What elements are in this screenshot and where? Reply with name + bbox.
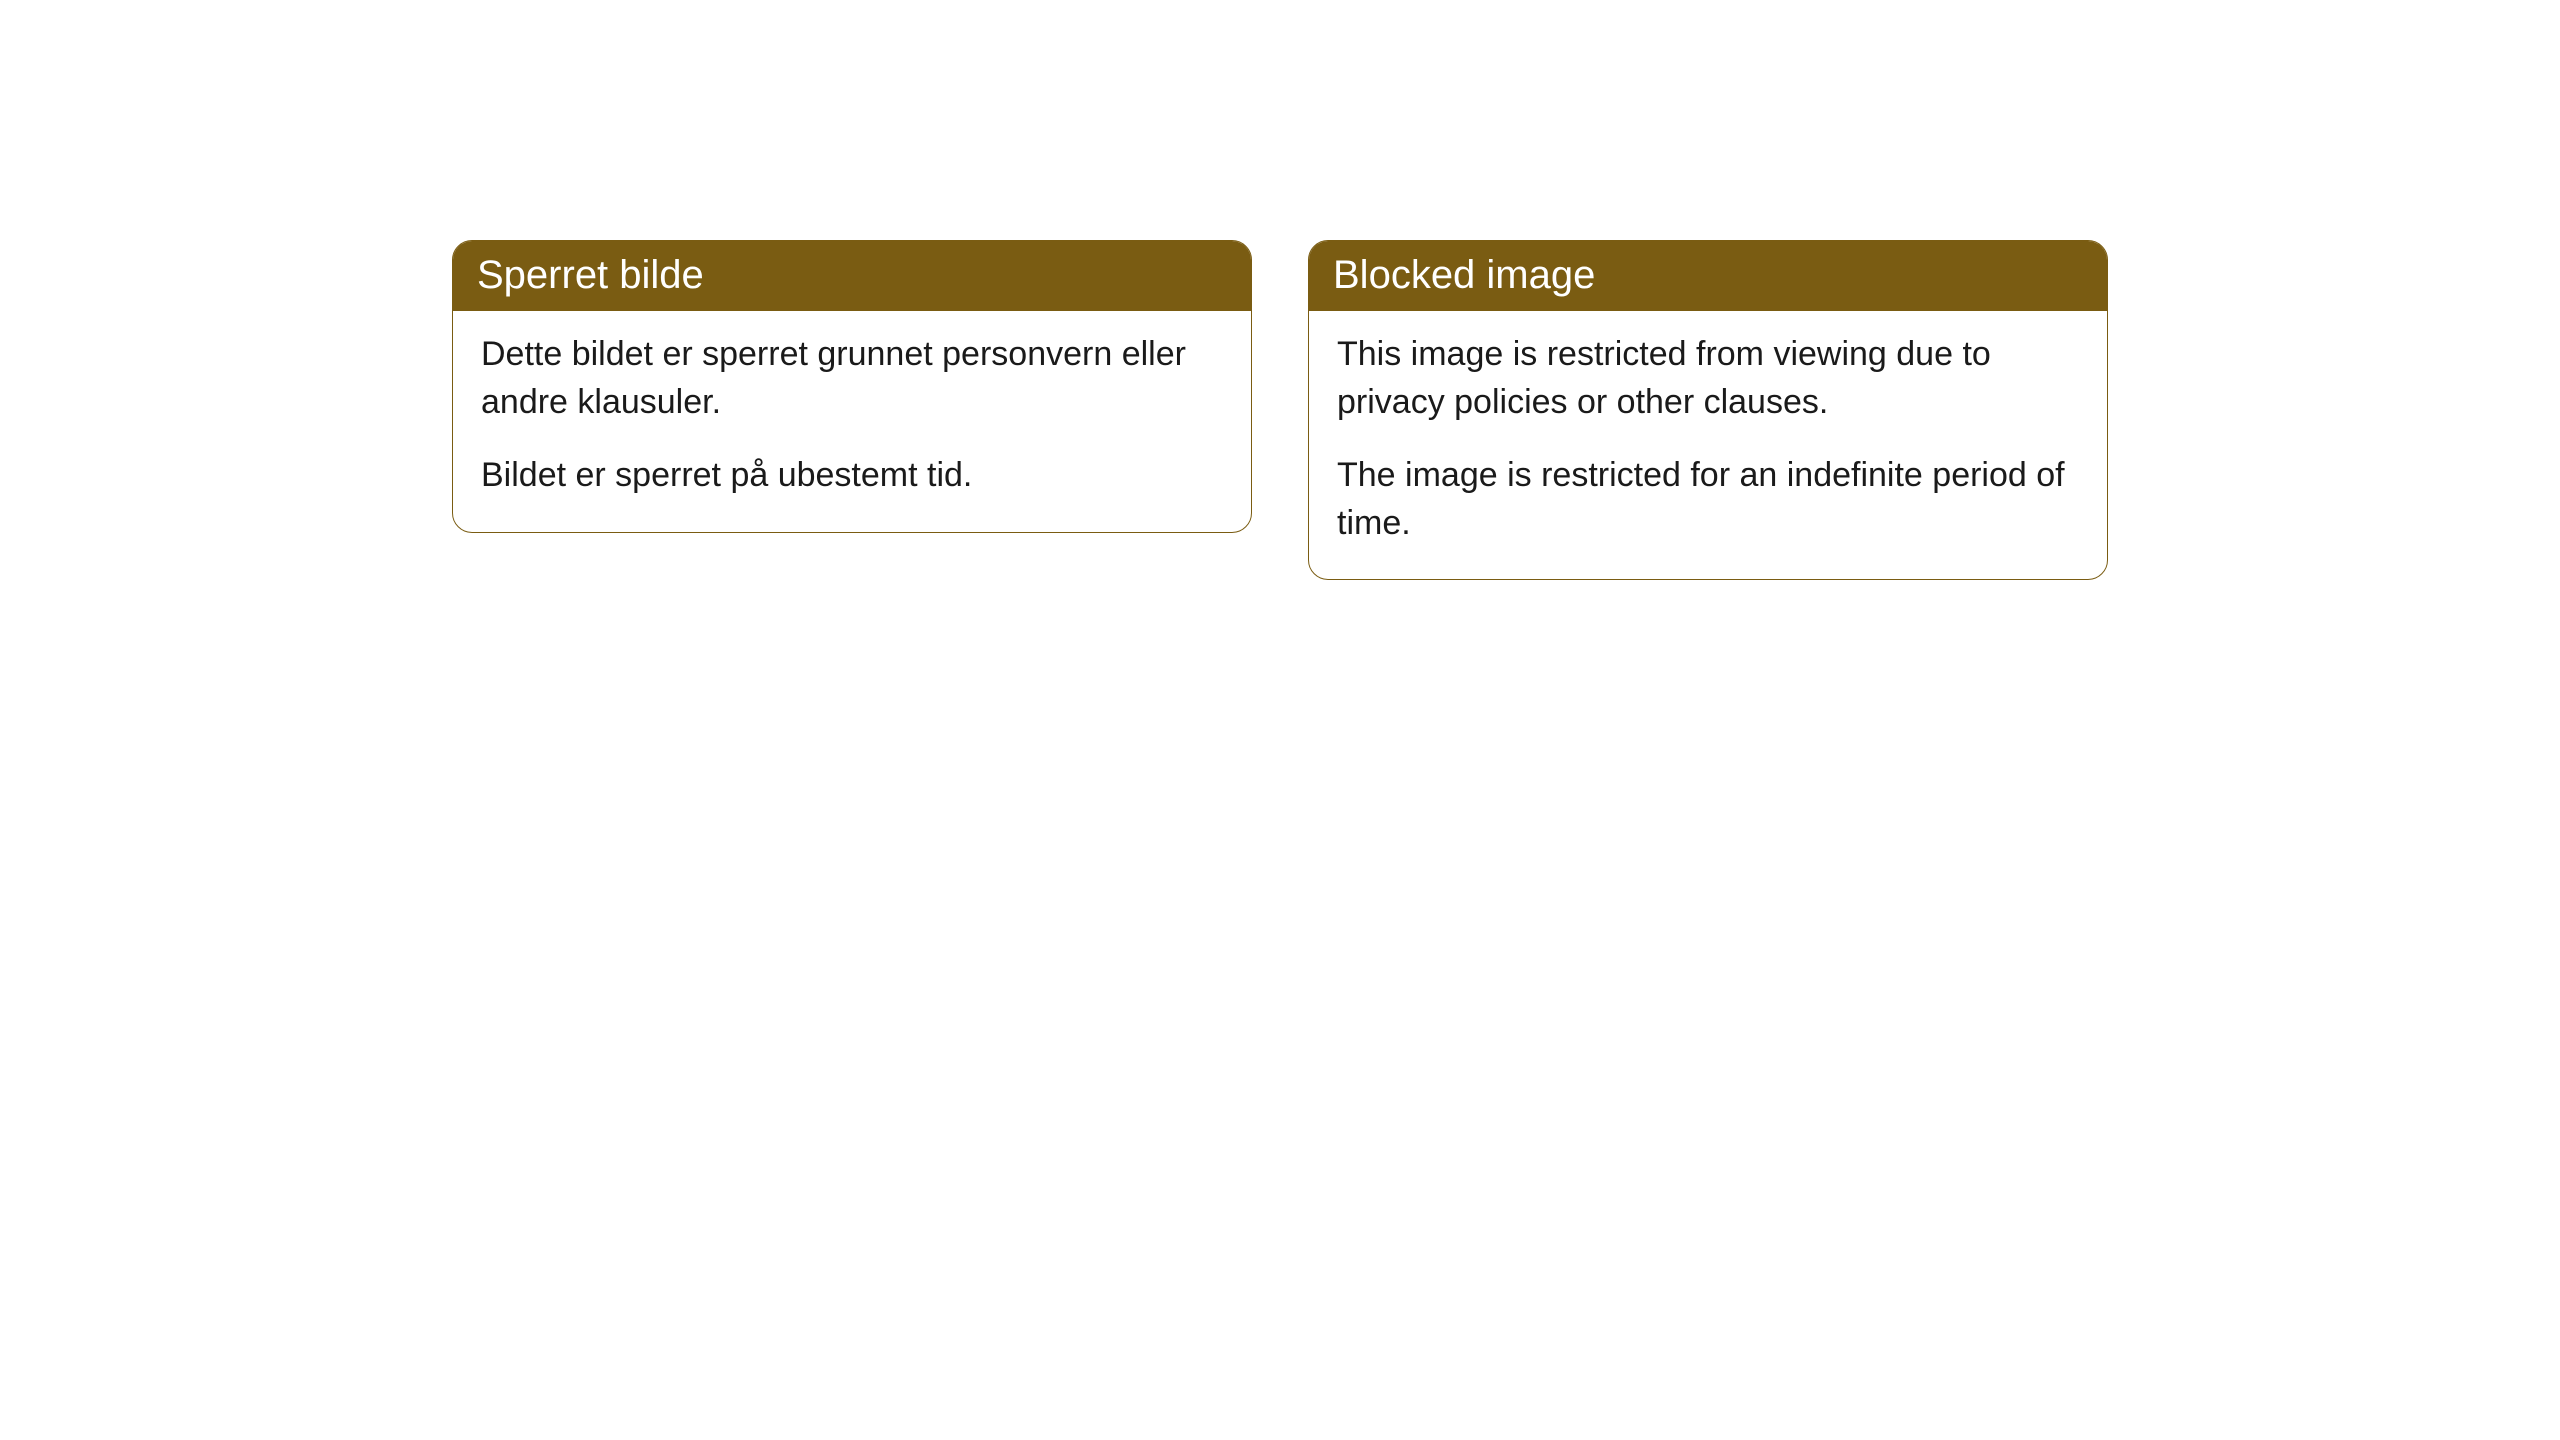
card-paragraph-1: Dette bildet er sperret grunnet personve… (481, 331, 1223, 426)
card-body-english: This image is restricted from viewing du… (1309, 311, 2107, 579)
card-body-norwegian: Dette bildet er sperret grunnet personve… (453, 311, 1251, 532)
blocked-image-card-norwegian: Sperret bilde Dette bildet er sperret gr… (452, 240, 1252, 533)
card-header-english: Blocked image (1309, 241, 2107, 311)
card-title: Blocked image (1333, 253, 1595, 297)
card-paragraph-2: The image is restricted for an indefinit… (1337, 452, 2079, 547)
card-paragraph-1: This image is restricted from viewing du… (1337, 331, 2079, 426)
card-paragraph-2: Bildet er sperret på ubestemt tid. (481, 452, 1223, 500)
card-title: Sperret bilde (477, 253, 704, 297)
blocked-image-card-english: Blocked image This image is restricted f… (1308, 240, 2108, 580)
card-header-norwegian: Sperret bilde (453, 241, 1251, 311)
